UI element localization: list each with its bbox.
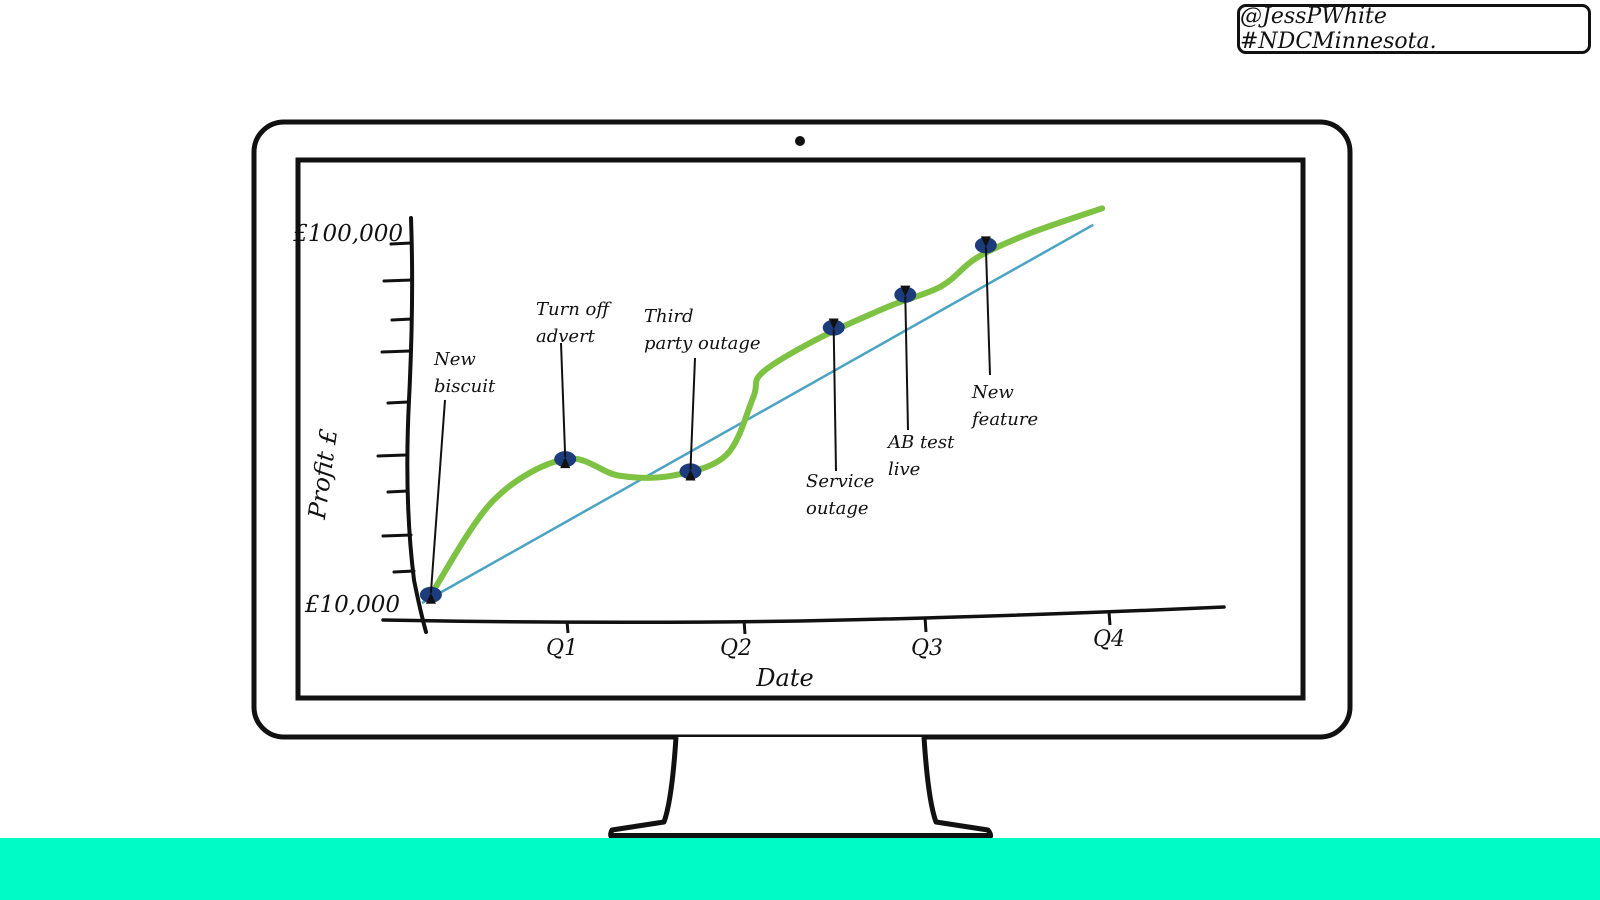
y-axis-tick xyxy=(382,278,414,283)
floor-band xyxy=(0,838,1600,900)
event-arrow xyxy=(904,296,909,431)
x-axis-tick xyxy=(742,619,747,635)
event-annotations: New biscuit Turn off advert Third party outag… xyxy=(419,236,1038,604)
event-arrow xyxy=(689,357,696,470)
event-arrow xyxy=(832,329,837,472)
y-tick-label-min: £10,000 xyxy=(304,592,400,618)
monitor-stand xyxy=(608,736,994,842)
trend-line xyxy=(421,223,1094,605)
y-axis-tick xyxy=(386,489,410,494)
y-axis-tick xyxy=(389,241,413,246)
x-axis-tick xyxy=(923,616,928,633)
event-annotation: AB test live xyxy=(886,285,955,480)
event-annotation: New feature xyxy=(970,236,1038,430)
x-tick-label-q4: Q4 xyxy=(1093,627,1125,652)
event-label: New feature xyxy=(970,382,1038,430)
hashtag-text: @JessPWhite #NDCMinnesota. xyxy=(1240,4,1437,54)
event-arrow xyxy=(984,247,991,376)
event-arrow xyxy=(429,399,446,593)
x-tick-label-q2: Q2 xyxy=(720,636,752,661)
profit-chart: New biscuit Turn off advert Third party outag… xyxy=(292,205,1226,692)
x-tick-label-q3: Q3 xyxy=(911,636,943,661)
y-axis-tick xyxy=(376,453,408,458)
arrow-head xyxy=(828,318,839,330)
arrow-head xyxy=(425,592,436,604)
arrow-head xyxy=(685,469,696,481)
y-axis-tick xyxy=(390,317,414,322)
event-annotation: Service outage xyxy=(806,318,874,519)
x-axis-title: Date xyxy=(755,664,813,692)
hashtag-box: @JessPWhite #NDCMinnesota. xyxy=(1237,4,1591,54)
event-label: AB test live xyxy=(886,432,955,480)
event-annotation: New biscuit xyxy=(419,349,496,604)
y-tick-label-max: £100,000 xyxy=(292,221,403,247)
x-axis-tick xyxy=(1107,611,1112,626)
y-axis-tick xyxy=(381,533,413,538)
event-label: Service outage xyxy=(806,471,874,519)
arrow-head xyxy=(560,457,571,469)
arrow-head xyxy=(980,236,991,248)
event-arrow xyxy=(560,342,567,458)
monitor-screen xyxy=(295,157,1306,701)
x-axis-tick-marks xyxy=(565,611,1112,635)
y-axis-tick xyxy=(380,349,412,354)
arrow-head xyxy=(900,285,911,297)
event-annotation: Third party outage xyxy=(644,306,761,481)
event-label: Third party outage xyxy=(644,306,761,354)
x-tick-label-q1: Q1 xyxy=(546,636,578,661)
event-annotation: Turn off advert xyxy=(536,299,612,469)
x-axis-tick xyxy=(565,620,570,634)
event-label: Turn off advert xyxy=(536,299,612,347)
webcam-dot xyxy=(795,136,805,146)
y-axis-minor-ticks xyxy=(376,241,416,574)
event-label: New biscuit xyxy=(433,349,496,397)
y-axis-tick xyxy=(386,400,410,405)
x-axis xyxy=(381,605,1226,625)
y-axis-tick xyxy=(392,569,416,574)
